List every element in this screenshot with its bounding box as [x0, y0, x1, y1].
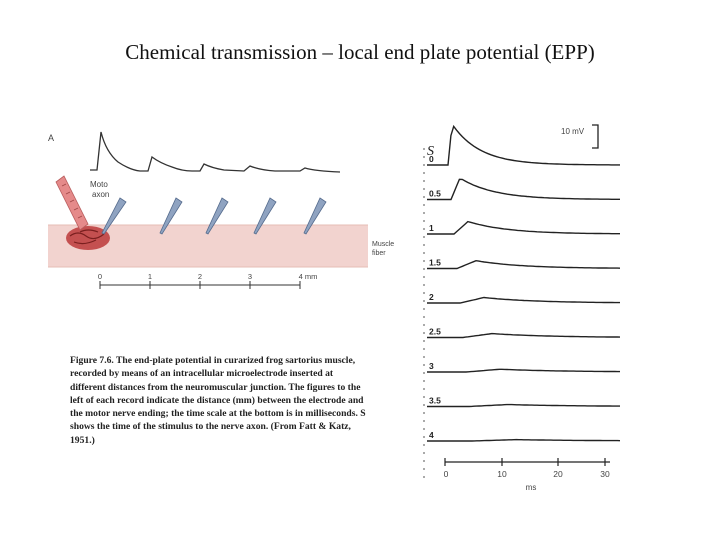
figure-caption: Figure 7.6. The end-plate potential in c…: [70, 355, 366, 446]
distance-label-0.5: 0.5: [429, 189, 441, 199]
panel-label: A: [48, 133, 54, 143]
epp-traces: 0 0.5 1 1.5 2 2.5 3 3.5 4: [427, 124, 621, 442]
distance-label-3: 3: [429, 361, 434, 371]
epp-trace-1: [427, 220, 620, 235]
distance-scale: [99, 281, 301, 289]
distance-tick-3: 3: [248, 272, 252, 281]
epp-trace-2.5: [427, 332, 621, 339]
time-tick-0: 0: [444, 469, 449, 479]
motor-axon: [55, 175, 89, 231]
epp-trace-panel-a: [90, 131, 341, 173]
distance-label-3.5: 3.5: [429, 396, 441, 406]
muscle-fiber-label: Muscle fiber: [372, 241, 394, 257]
distance-label-0: 0: [429, 154, 434, 164]
epp-trace-3: [427, 368, 620, 373]
motor-end-plate: [66, 226, 110, 250]
distance-tick-1: 1: [148, 272, 152, 281]
distance-tick-2: 2: [198, 272, 202, 281]
epp-trace-4: [427, 438, 621, 442]
epp-trace-3.5: [427, 403, 620, 408]
distance-label-1.5: 1.5: [429, 258, 441, 268]
scale-bar-label: 10 mV: [561, 127, 585, 136]
distance-tick-4: 4 mm: [299, 272, 318, 281]
stimulus-label: S: [427, 144, 434, 159]
epp-trace-0.5: [427, 178, 620, 201]
time-tick-10: 10: [497, 469, 507, 479]
epp-trace-2: [427, 296, 620, 304]
distance-label-1: 1: [429, 223, 434, 233]
distance-label-2: 2: [429, 292, 434, 302]
epp-trace-0: [427, 124, 620, 166]
distance-label-4: 4: [429, 430, 434, 440]
time-tick-30: 30: [600, 469, 610, 479]
scale-bar: [592, 124, 599, 149]
epp-trace-1.5: [427, 259, 621, 270]
time-tick-20: 20: [553, 469, 563, 479]
time-axis: [444, 458, 610, 466]
electrodes: [101, 197, 327, 235]
time-unit-label: ms: [526, 483, 537, 492]
distance-label-2.5: 2.5: [429, 327, 441, 337]
distance-tick-0: 0: [98, 272, 102, 281]
slide-title: Chemical transmission – local end plate …: [125, 40, 595, 64]
motor-axon-label: Moto axon: [90, 180, 109, 199]
